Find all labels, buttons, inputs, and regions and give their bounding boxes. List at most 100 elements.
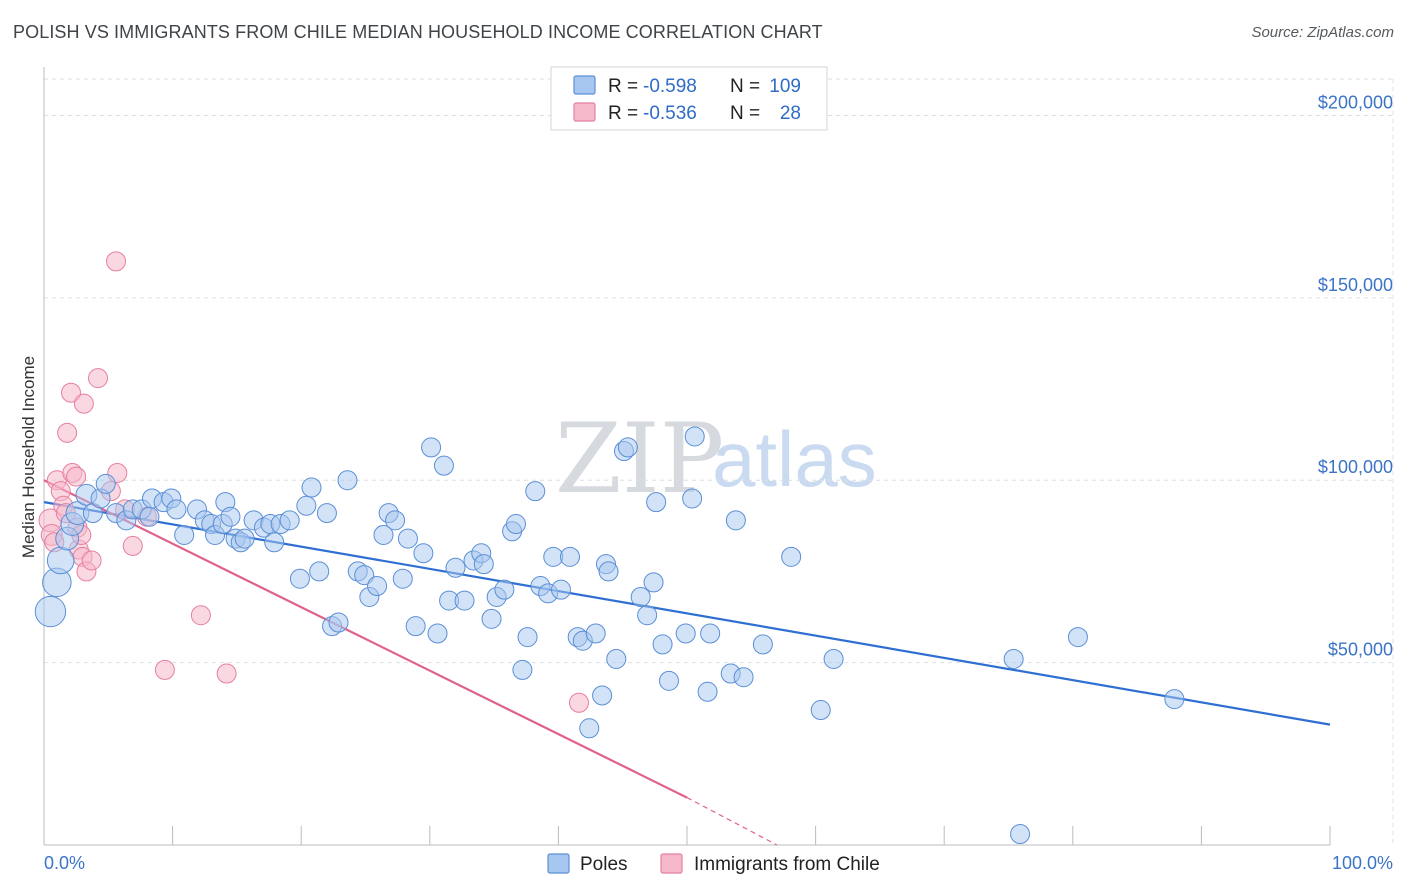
poles-point <box>494 579 515 600</box>
chart-title: POLISH VS IMMIGRANTS FROM CHILE MEDIAN H… <box>13 22 823 42</box>
legend-r-value: -0.536 <box>643 103 697 124</box>
poles-point <box>700 623 721 644</box>
chile-point <box>216 663 237 684</box>
poles-point <box>385 510 406 531</box>
chile-point <box>81 550 102 571</box>
poles-point <box>550 579 571 600</box>
poles-point <box>810 700 831 721</box>
poles-point <box>473 554 494 575</box>
poles-point <box>328 612 349 633</box>
poles-point <box>392 568 413 589</box>
poles-point <box>301 477 322 498</box>
poles-point <box>517 627 538 648</box>
poles-point <box>397 528 418 549</box>
poles-point <box>1010 824 1031 845</box>
y-tick-label: $150,000 <box>1318 275 1393 295</box>
legend-r-label: R = <box>608 76 638 97</box>
bottom-legend-label-poles: Poles <box>580 854 628 875</box>
legend-n-label: N = <box>730 103 760 124</box>
watermark-atlas: atlas <box>712 415 877 503</box>
axes <box>43 67 1331 846</box>
chile-point <box>73 393 94 414</box>
bottom-legend-swatch-poles <box>547 853 570 874</box>
y-tick-labels: $50,000 $100,000 $150,000 $200,000 <box>1318 92 1393 659</box>
poles-point <box>316 503 337 524</box>
poles-point <box>1067 627 1088 648</box>
poles-point <box>427 623 448 644</box>
poles-point <box>481 608 502 629</box>
chile-point <box>106 251 127 272</box>
poles-point <box>697 681 718 702</box>
poles-point <box>781 546 802 567</box>
chile-point <box>122 535 143 556</box>
legend-n-label: N = <box>730 76 760 97</box>
poles-point <box>512 659 533 680</box>
poles-points <box>34 426 1185 845</box>
y-axis-title: Median Household Income <box>19 356 38 558</box>
poles-point <box>1003 648 1024 669</box>
poles-point <box>234 528 255 549</box>
legend-box <box>550 66 828 131</box>
chile-point <box>190 605 211 626</box>
trendlines <box>43 479 1331 846</box>
poles-point <box>445 557 466 578</box>
y-tick-label: $200,000 <box>1318 92 1393 112</box>
legend-swatch-chile <box>573 102 596 122</box>
poles-point <box>95 473 116 494</box>
poles-point <box>373 524 394 545</box>
poles-point <box>279 510 300 531</box>
poles-point <box>264 532 285 553</box>
poles-point <box>598 561 619 582</box>
chile-point <box>57 422 78 443</box>
source-label: Source: ZipAtlas.com <box>1251 24 1394 41</box>
poles-point <box>354 565 375 586</box>
poles-trendline <box>43 501 1331 726</box>
x-tick-label-max: 100.0% <box>1332 853 1393 873</box>
poles-point <box>46 546 75 575</box>
legend: R = -0.598 N = 109 R = -0.536 N = 28 <box>550 66 828 131</box>
poles-point <box>367 576 388 597</box>
bottom-legend-label-chile: Immigrants from Chile <box>694 854 880 875</box>
poles-point <box>643 572 664 593</box>
poles-point <box>617 437 638 458</box>
bottom-legend: Poles Immigrants from Chile <box>547 853 880 875</box>
poles-point <box>1164 689 1185 710</box>
poles-point <box>658 670 679 691</box>
poles-point <box>585 623 606 644</box>
poles-point <box>675 623 696 644</box>
poles-point <box>823 648 844 669</box>
poles-point <box>166 499 187 520</box>
y-tick-label: $100,000 <box>1318 457 1393 477</box>
poles-point <box>139 506 160 527</box>
legend-swatch-poles <box>573 75 596 95</box>
poles-point <box>296 495 317 516</box>
poles-point <box>630 586 651 607</box>
poles-point <box>174 524 195 545</box>
poles-point <box>684 426 705 447</box>
poles-point <box>559 546 580 567</box>
poles-point <box>543 546 564 567</box>
bottom-legend-swatch-chile <box>660 853 683 874</box>
chile-trendline-extension <box>686 797 778 846</box>
x-tick-label-min: 0.0% <box>44 853 85 873</box>
poles-point <box>309 561 330 582</box>
chile-point <box>88 368 109 389</box>
poles-point <box>525 481 546 502</box>
poles-point <box>733 667 754 688</box>
poles-point <box>454 590 475 611</box>
poles-point <box>405 616 426 637</box>
poles-point <box>637 605 658 626</box>
poles-point <box>34 595 67 628</box>
poles-point <box>505 514 526 535</box>
poles-point <box>433 455 454 476</box>
legend-r-label: R = <box>608 103 638 124</box>
chile-point <box>568 692 589 713</box>
poles-point <box>725 510 746 531</box>
chile-point <box>61 382 82 403</box>
poles-point <box>579 718 600 739</box>
poles-point <box>606 648 627 669</box>
y-tick-label: $50,000 <box>1328 640 1393 660</box>
poles-point <box>646 492 667 513</box>
poles-point <box>682 488 703 509</box>
